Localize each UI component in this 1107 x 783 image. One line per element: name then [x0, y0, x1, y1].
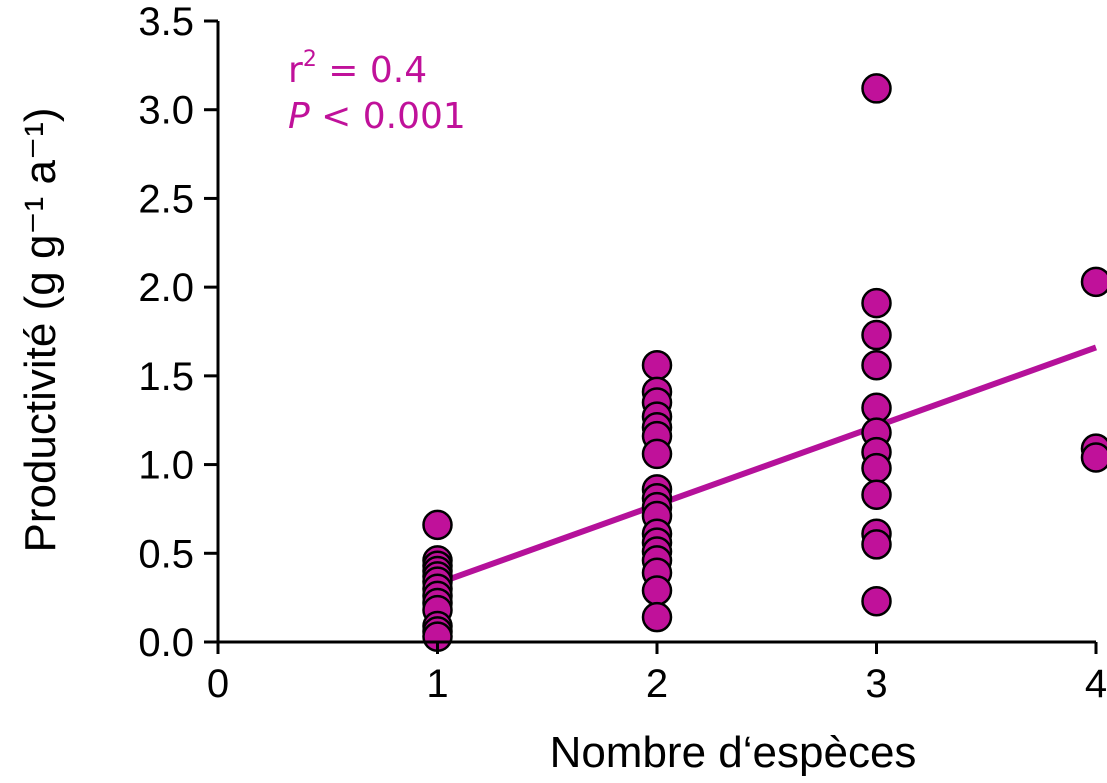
x-axis-title: Nombre d‘espèces	[550, 728, 917, 777]
data-point	[641, 349, 673, 381]
data-point	[1080, 442, 1107, 473]
y-tick-label: 1.0	[138, 444, 194, 488]
r2-value: = 0.4	[317, 50, 427, 91]
p-value-text: P < 0.001	[288, 96, 466, 137]
data-point	[861, 479, 892, 510]
data-point	[861, 452, 892, 484]
data-point	[861, 585, 892, 617]
r2-superscript: 2	[303, 47, 317, 72]
axes-layer: 0 1 2 3 4 0.0 0.5 1.0 1.5 2.0 2.5 3.0 3.5	[138, 0, 1107, 706]
p-label: P	[288, 96, 310, 137]
data-point	[861, 73, 892, 104]
p-value: < 0.001	[310, 96, 466, 137]
stats-annotation: r2 = 0.4 P < 0.001	[288, 47, 466, 137]
x-tick-label: 4	[1085, 662, 1107, 706]
x-tick-label: 2	[646, 662, 668, 706]
data-point	[861, 319, 892, 351]
r-squared-text: r2 = 0.4	[288, 47, 427, 91]
regression-line	[436, 344, 1098, 587]
data-point	[641, 601, 673, 633]
y-tick-label: 3.0	[138, 89, 194, 133]
r2-label: r	[288, 50, 303, 91]
points-layer	[422, 73, 1107, 652]
y-tick-label: 3.5	[138, 0, 194, 44]
data-point	[861, 349, 892, 381]
y-tick-label: 0.0	[138, 621, 194, 665]
y-tick-label: 2.0	[138, 266, 194, 310]
x-tick-label: 1	[426, 662, 448, 706]
y-tick-label: 2.5	[138, 177, 194, 221]
data-point	[641, 575, 673, 606]
data-point	[422, 509, 453, 541]
data-point	[641, 438, 673, 470]
y-tick-label: 1.5	[138, 355, 194, 399]
y-axis-title: Productivité (g g⁻¹ a⁻¹)	[16, 107, 65, 552]
data-point	[861, 287, 892, 319]
y-tick-label: 0.5	[138, 532, 194, 576]
trendline-layer	[436, 344, 1098, 587]
x-tick-label: 0	[207, 662, 229, 706]
x-tick-label: 3	[865, 662, 887, 706]
data-point	[1080, 266, 1107, 298]
data-point	[861, 529, 892, 560]
